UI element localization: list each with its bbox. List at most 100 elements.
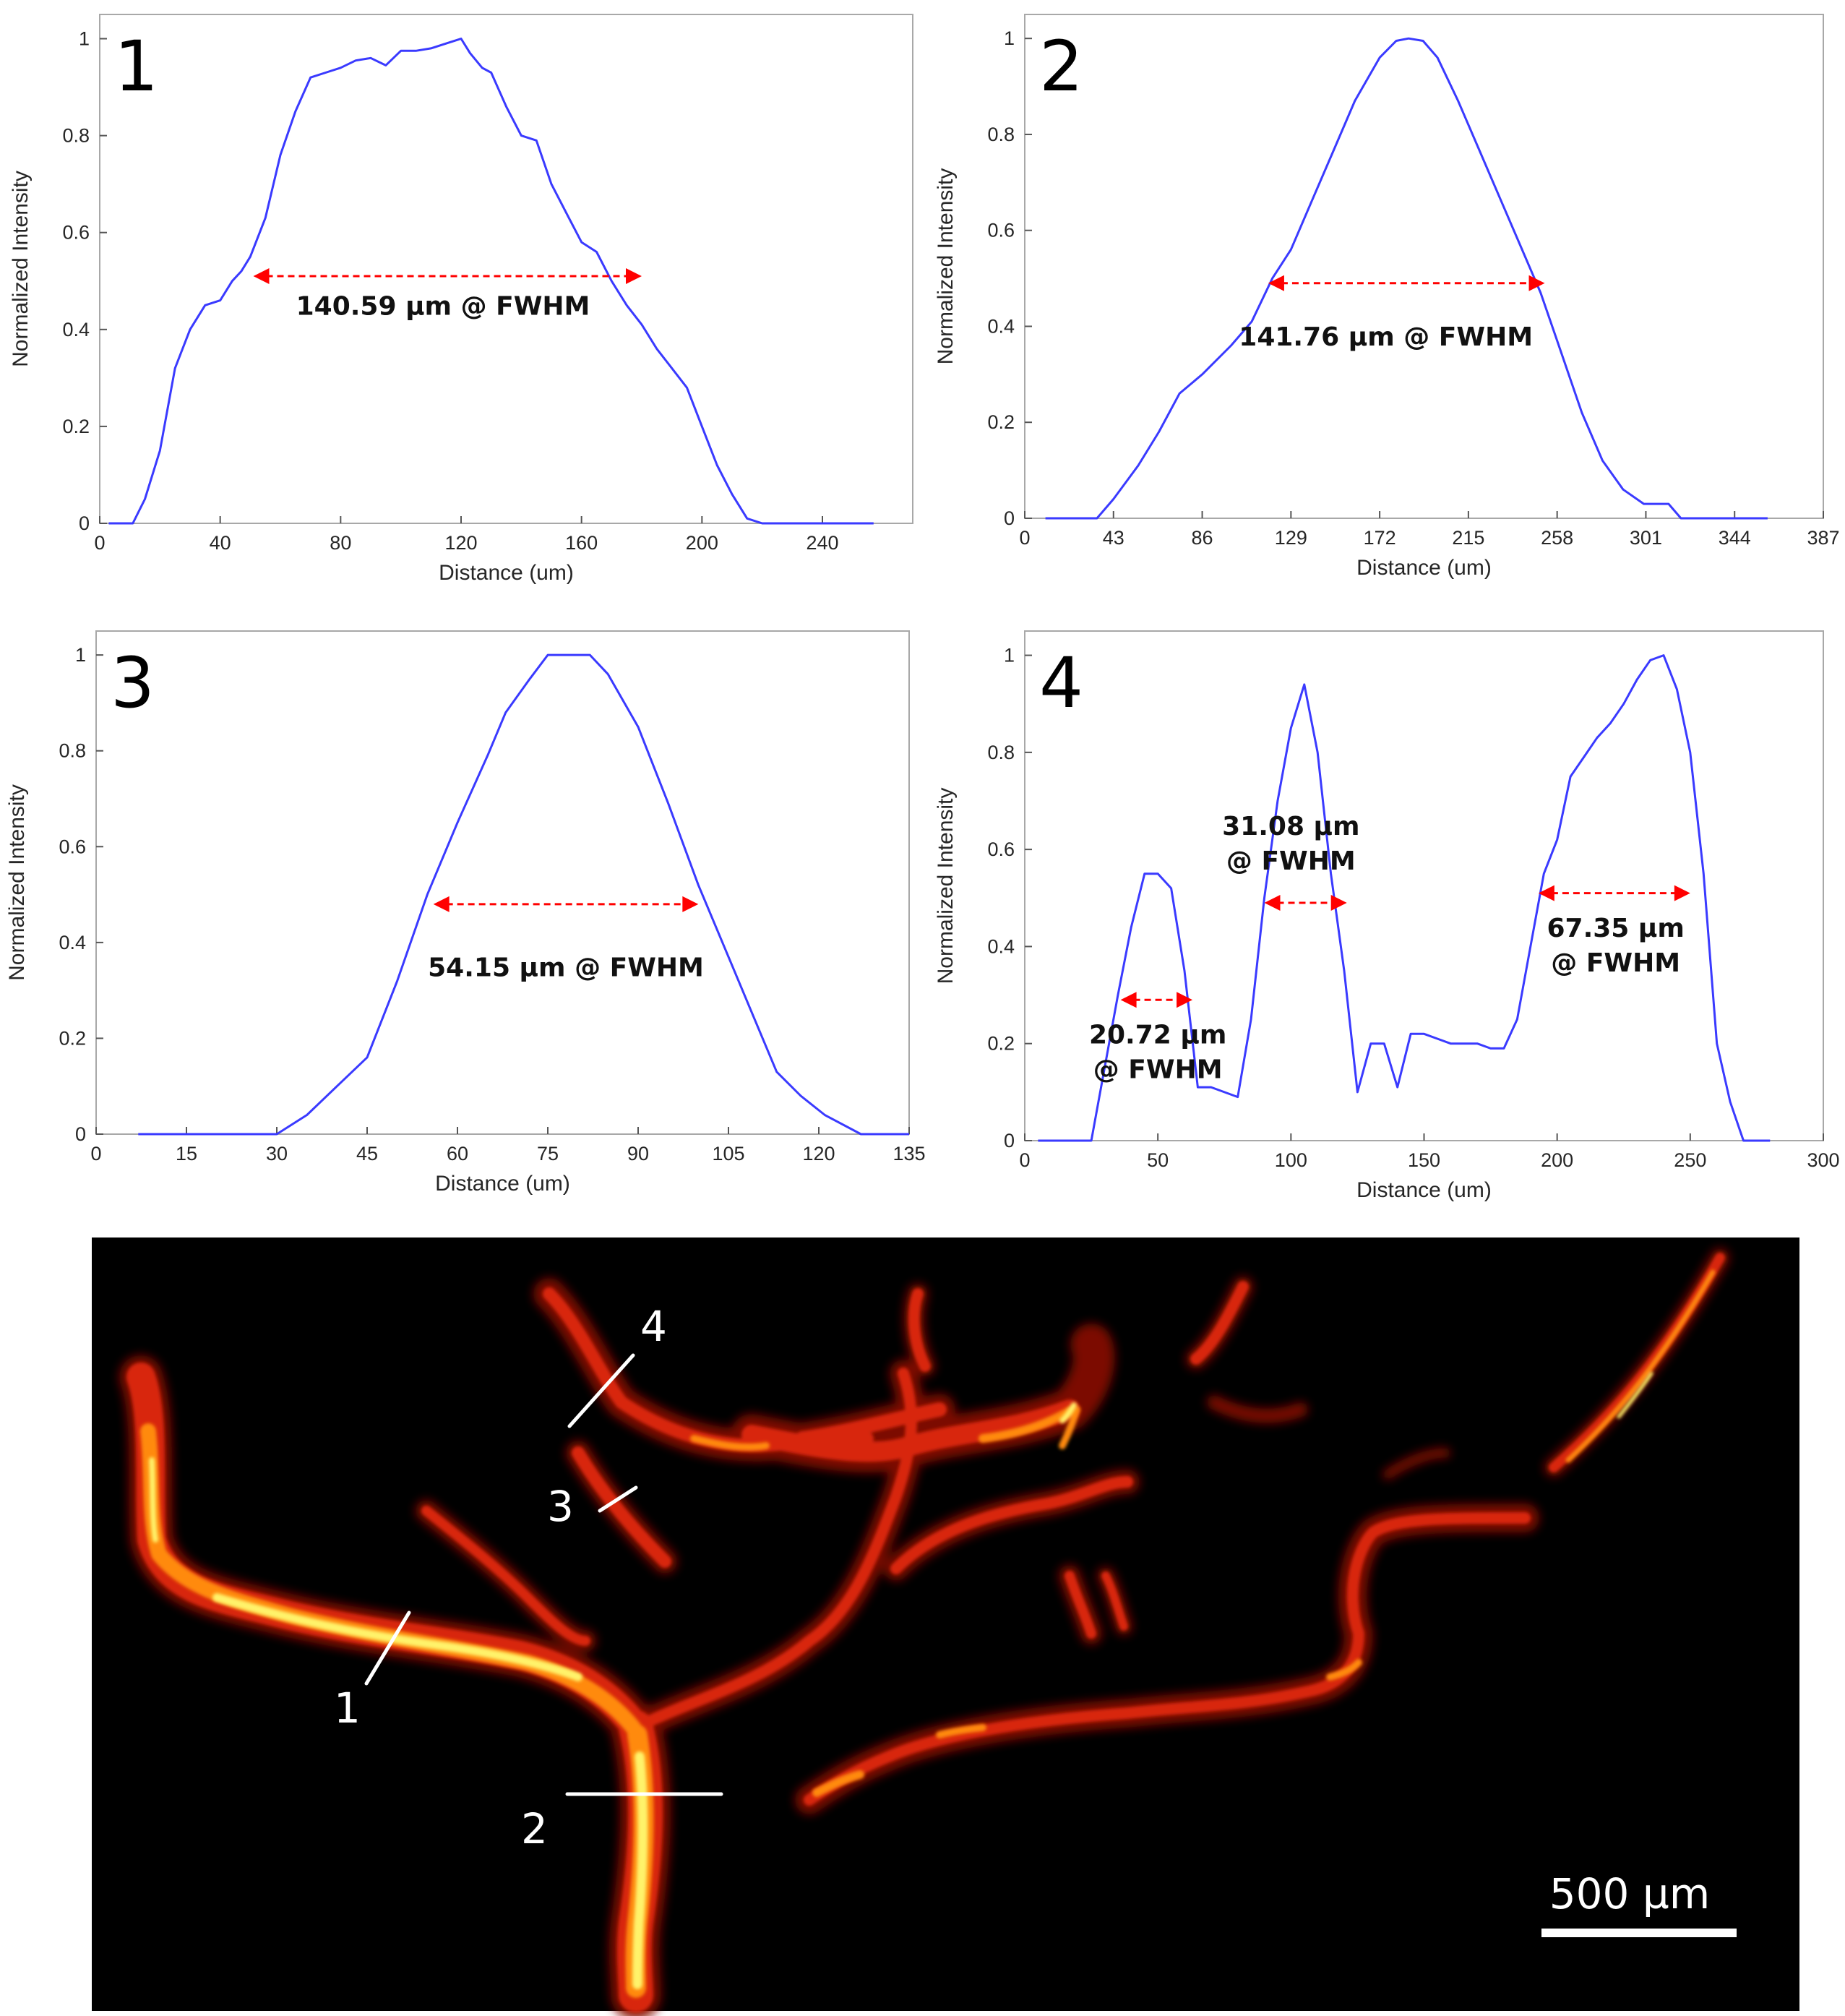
fwhm-arrow-head-right: [626, 268, 642, 285]
y-tick-label: 0.2: [62, 416, 90, 437]
x-tick-label: 120: [802, 1143, 835, 1164]
panel-label-4: 4: [1039, 643, 1083, 724]
y-tick-label: 0.2: [987, 411, 1015, 433]
x-tick-label: 50: [1147, 1149, 1169, 1171]
fwhm-label: 31.08 µm @ FWHM: [1222, 812, 1359, 876]
fwhm-label: 54.15 µm @ FWHM: [428, 953, 704, 982]
x-tick-label: 172: [1364, 527, 1396, 549]
profile-line-1: [364, 1610, 411, 1686]
y-axis-label: Normalized Intensity: [5, 784, 29, 981]
fwhm-arrow-head-right: [1528, 275, 1545, 291]
y-tick-label: 1: [1004, 27, 1015, 49]
fwhm-arrow-head-left: [1268, 275, 1284, 291]
x-tick-label: 105: [712, 1143, 744, 1164]
y-axis-label: Normalized Intensity: [9, 171, 33, 367]
y-tick-label: 1: [75, 644, 86, 666]
scale-bar: 500 µm: [1541, 1869, 1737, 1937]
y-tick-label: 0.2: [987, 1033, 1015, 1055]
profile-plot-2: 0 43 86 129 172 215 258 301 344 387 0 0.2 0.4 0.6 0.8 1…: [934, 14, 1840, 580]
x-tick-label: 100: [1275, 1149, 1307, 1171]
x-tick-label: 90: [627, 1143, 649, 1164]
x-tick-label: 86: [1192, 527, 1213, 549]
plot-frame: [95, 630, 910, 1135]
y-axis-label: Normalized Intensity: [934, 788, 958, 985]
y-tick-label: 0.8: [987, 742, 1015, 763]
x-tick-label: 129: [1275, 527, 1307, 549]
fwhm-annotation: 20.72 µm @ FWHM: [1089, 992, 1226, 1085]
x-tick-label: 301: [1630, 527, 1662, 549]
y-tick-label: 0.4: [987, 315, 1015, 337]
x-axis-label: Distance (um): [439, 561, 574, 585]
profile-plot-4: 0 50 100 150 200 250 300 0 0.2 0.4 0.6 0.8 1 Distance…: [934, 630, 1840, 1202]
x-tick-label: 30: [266, 1143, 288, 1164]
fwhm-annotation: 54.15 µm @ FWHM: [428, 896, 704, 982]
panel-label-1: 1: [114, 26, 158, 107]
x-tick-label: 80: [330, 532, 351, 554]
y-tick-label: 0.6: [987, 220, 1015, 241]
x-tick-label: 40: [210, 532, 231, 554]
fwhm-label: 67.35 µm @ FWHM: [1547, 914, 1684, 978]
fwhm-arrow-head-left: [1264, 895, 1281, 911]
y-tick-label: 0.6: [59, 836, 86, 857]
y-tick-label: 0: [79, 512, 90, 534]
profile-line-4: [567, 1353, 635, 1428]
y-tick-label: 0.4: [59, 932, 86, 953]
profile-plot-1: 0 40 80 120 160 200 240 0 0.2 0.4 0.6 0.8 1 Distance …: [9, 14, 913, 585]
x-tick-label: 0: [1019, 1149, 1030, 1171]
line-label-4: 4: [640, 1302, 667, 1351]
x-tick-label: 45: [356, 1143, 378, 1164]
y-tick-label: 0: [1004, 507, 1015, 529]
x-tick-label: 15: [176, 1143, 197, 1164]
y-tick-label: 0.8: [987, 124, 1015, 145]
fwhm-arrow-head-right: [1674, 885, 1690, 901]
plot-frame: [99, 14, 913, 524]
x-tick-label: 75: [537, 1143, 559, 1164]
fwhm-arrow-head-left: [433, 896, 450, 912]
x-tick-label: 200: [1541, 1149, 1573, 1171]
y-tick-label: 0.6: [987, 838, 1015, 860]
profile-plots: 0 40 80 120 160 200 24000.20.40.60.81Distance …: [5, 14, 1840, 1202]
fwhm-annotation: 141.76 µm @ FWHM: [1239, 275, 1545, 352]
x-tick-label: 200: [686, 532, 718, 554]
x-tick-label: 215: [1452, 527, 1484, 549]
series-line-2: [1045, 37, 1768, 520]
x-tick-label: 43: [1103, 527, 1124, 549]
x-tick-label: 240: [806, 532, 838, 554]
y-tick-label: 1: [1004, 645, 1015, 666]
x-tick-label: 0: [1019, 527, 1030, 549]
line-label-3: 3: [547, 1482, 574, 1531]
x-tick-label: 160: [565, 532, 598, 554]
x-tick-label: 60: [447, 1143, 468, 1164]
x-axis-label: Distance (um): [1356, 556, 1492, 580]
y-tick-label: 0.4: [987, 935, 1015, 957]
y-axis-label: Normalized Intensity: [934, 168, 958, 365]
vessel-image: 4 3 1 2 500 µm: [92, 1238, 1799, 2016]
panel-label-2: 2: [1039, 26, 1083, 107]
y-tick-label: 0.8: [62, 125, 90, 147]
y-tick-label: 1: [79, 28, 90, 50]
x-axis-label: Distance (um): [1356, 1178, 1492, 1202]
fwhm-annotation: 140.59 µm @ FWHM: [253, 268, 642, 322]
plot-frame: [1024, 630, 1824, 1141]
fwhm-arrow-head-right: [682, 896, 699, 912]
y-tick-label: 0.2: [59, 1027, 86, 1049]
x-axis-label: Distance (um): [435, 1172, 570, 1196]
series-line-4: [1038, 654, 1771, 1142]
x-tick-label: 150: [1408, 1149, 1440, 1171]
series-line-3: [138, 653, 909, 1136]
x-tick-label: 250: [1674, 1149, 1706, 1171]
x-tick-label: 0: [94, 532, 105, 554]
fwhm-arrow-head-left: [1538, 885, 1554, 901]
x-tick-label: 387: [1807, 527, 1839, 549]
line-label-2: 2: [521, 1804, 548, 1853]
x-tick-label: 300: [1807, 1149, 1839, 1171]
fwhm-label: 20.72 µm @ FWHM: [1089, 1021, 1226, 1085]
x-tick-label: 135: [893, 1143, 925, 1164]
scale-bar-line: [1541, 1929, 1737, 1937]
fwhm-annotation: 31.08 µm @ FWHM: [1222, 812, 1360, 911]
x-tick-label: 258: [1541, 527, 1573, 549]
fwhm-arrow-head-left: [1120, 992, 1137, 1008]
line-label-1: 1: [334, 1683, 361, 1733]
fwhm-arrow-head-right: [1330, 895, 1347, 911]
